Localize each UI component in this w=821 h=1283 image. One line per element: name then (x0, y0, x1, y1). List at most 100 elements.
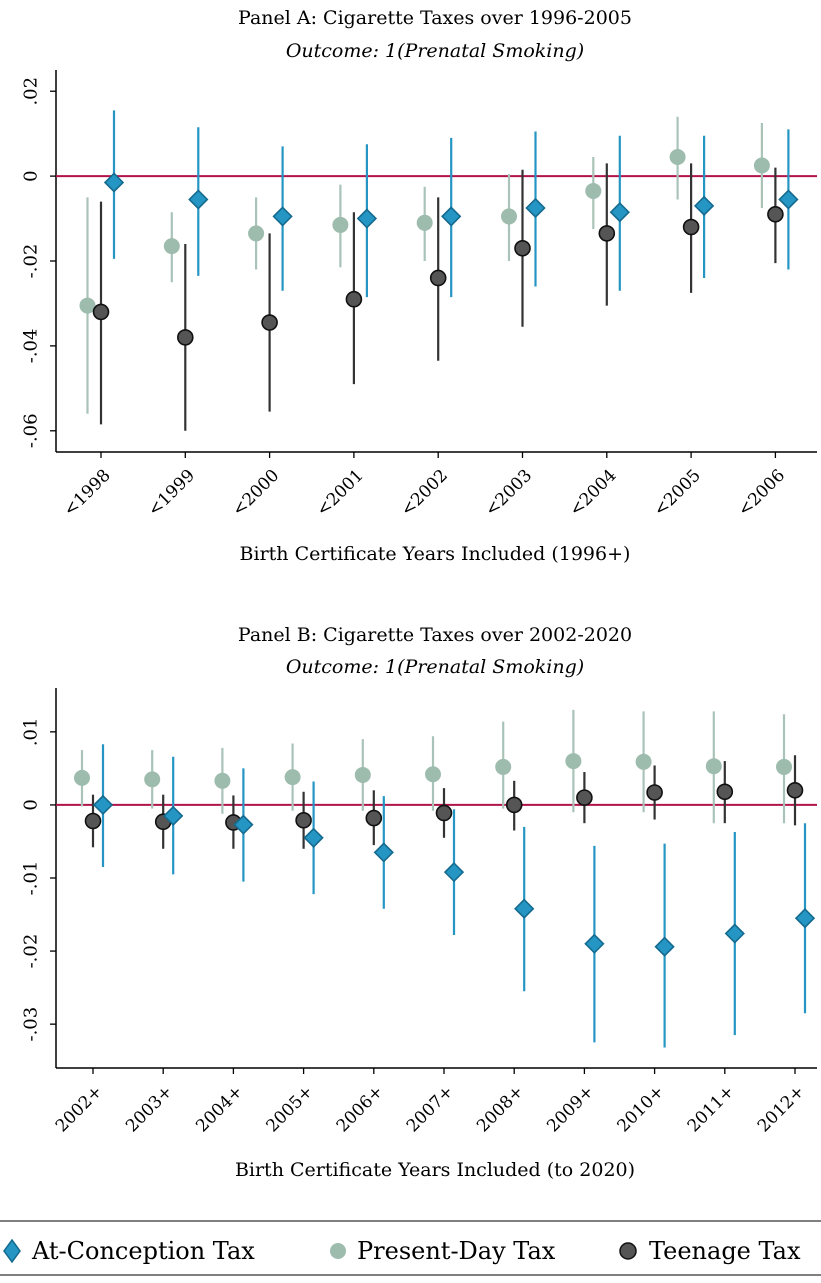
panel-b-at-conception-tax-point (724, 923, 745, 944)
panel-a-at-conception-tax-point (356, 208, 378, 229)
legend-at-conception-marker (3, 1238, 21, 1264)
panel-b-teenage-tax-point (435, 804, 453, 822)
panel-a-at-conception-tax-point (103, 172, 125, 193)
panel-b-present-day-tax-point (354, 766, 371, 783)
panel-a-x-tick-label: <2002 (397, 466, 452, 521)
panel-b-present-day-tax-point (565, 753, 582, 770)
panel-b-y-tick-label: -.02 (20, 934, 41, 969)
panel-b-at-conception-tax-point (654, 936, 675, 957)
panel-a-at-conception-tax-point (188, 189, 209, 210)
panel-b-present-day-tax-point (74, 769, 90, 786)
panel-b-x-tick-label: 2009+ (543, 1082, 598, 1137)
panel-b-x-tick-label: 2011+ (684, 1082, 739, 1137)
legend-present-day-marker (330, 1243, 346, 1259)
panel-b-teenage-tax-point (646, 784, 663, 801)
panel-b-present-day-tax-point (495, 758, 512, 775)
panel-b-teenage-tax-point (716, 783, 734, 801)
panel-b-teenage-tax-point (576, 789, 593, 806)
legend-at-conception-label: At-Conception Tax (31, 1237, 255, 1265)
panel-a-teenage-tax-point (261, 314, 278, 331)
panel-a-x-tick-label: <2003 (481, 466, 536, 521)
panel-a-at-conception-tax-point (609, 202, 630, 223)
panel-b-teenage-tax-point (295, 811, 312, 829)
panel-a-x-axis-label: Birth Certificate Years Included (1996+) (240, 543, 631, 565)
panel-a-x-tick-label: <1999 (144, 466, 199, 521)
panel-a-title: Panel A: Cigarette Taxes over 1996-2005 (238, 7, 632, 29)
panel-a-teenage-tax-point (514, 239, 531, 257)
panel-a-teenage-tax-point (598, 225, 616, 242)
panel-a-present-day-tax-point (753, 157, 770, 174)
panel-a-present-day-tax-point (79, 297, 96, 314)
panel-a-present-day-tax-point (416, 214, 433, 231)
panel-b-plot: .01 0 -.01 -.02 -.03 2002+ 2003+ 2004+ 2005+ 2006… (20, 688, 817, 1136)
panel-b-teenage-tax-point (365, 809, 383, 827)
panel-a-present-day-tax-point (248, 225, 265, 242)
panel-b-at-conception-tax-point (233, 814, 254, 835)
legend-teenage-marker (619, 1242, 637, 1260)
panel-a-x-tick-label: <2005 (650, 466, 705, 521)
panel-b-at-conception-tax-point (514, 898, 535, 919)
panel-a-y-tick-label: -.04 (20, 329, 41, 364)
panel-a-x-tick-label: <1998 (60, 466, 115, 521)
panel-b-present-day-tax-point (144, 771, 161, 788)
panel-a-x-tick-label: <2001 (313, 466, 368, 521)
panel-a-at-conception-tax-point (525, 197, 546, 219)
panel-a-x-tick-label: <2004 (566, 466, 621, 521)
panel-b-x-tick-label: 2010+ (614, 1082, 669, 1137)
panel-a-x-tick-label: <2000 (229, 466, 284, 521)
panel-a-teenage-tax-point (345, 290, 363, 308)
panel-b-present-day-tax-point (425, 766, 441, 783)
panel-b-x-tick-label: 2006+ (333, 1082, 388, 1137)
panel-b-x-tick-label: 2008+ (473, 1082, 528, 1137)
panel-b-at-conception-tax-point (163, 805, 184, 827)
panel-b-y-tick-label: -.03 (20, 1007, 41, 1042)
panel-a-y-tick-label: 0 (20, 170, 41, 181)
panel-b-teenage-tax-point (786, 782, 804, 799)
panel-b-title: Panel B: Cigarette Taxes over 2002-2020 (238, 624, 632, 646)
panel-b-x-tick-label: 2004+ (192, 1082, 247, 1137)
panel-a-teenage-tax-point (177, 329, 194, 346)
panel-a-teenage-tax-point (682, 218, 700, 236)
panel-b-present-day-tax-point (776, 758, 792, 775)
panel-b-at-conception-tax-point (584, 933, 605, 954)
panel-a-present-day-tax-point (585, 182, 602, 199)
panel-a-present-day-tax-point (501, 208, 517, 225)
panel-a-y-tick-label: -.06 (20, 413, 41, 448)
panel-b-y-tick-label: .01 (20, 718, 41, 747)
panel-b-x-tick-label: 2007+ (403, 1082, 458, 1137)
panel-b-x-axis-label: Birth Certificate Years Included (to 202… (235, 1159, 635, 1181)
panel-a-teenage-tax-point (92, 303, 110, 321)
panel-b-at-conception-tax-point (373, 842, 394, 863)
panel-b-x-tick-label: 2005+ (263, 1082, 318, 1137)
panel-a-present-day-tax-point (163, 238, 180, 255)
panel-b-x-tick-label: 2002+ (52, 1082, 107, 1137)
panel-a-teenage-tax-point (767, 206, 784, 223)
panel-a-at-conception-tax-point (778, 189, 799, 210)
panel-b-at-conception-tax-point (443, 862, 465, 883)
panel-b-y-tick-label: 0 (20, 799, 41, 810)
panel-a-y-tick-label: .02 (20, 77, 41, 106)
panel-a-teenage-tax-point (429, 269, 447, 287)
panel-b-present-day-tax-point (635, 753, 652, 770)
panel-a-subtitle: Outcome: 1(Prenatal Smoking) (286, 40, 584, 62)
panel-a-at-conception-tax-point (441, 206, 462, 227)
panel-b-teenage-tax-point (84, 812, 102, 830)
legend-present-day-label: Present-Day Tax (357, 1237, 556, 1265)
panel-b-subtitle: Outcome: 1(Prenatal Smoking) (286, 656, 584, 678)
panel-b-x-tick-label: 2003+ (122, 1082, 177, 1137)
panel-b-at-conception-tax-point (794, 908, 816, 929)
panel-a-x-tick-label: <2006 (734, 466, 789, 521)
panel-b-x-tick-label: 2012+ (754, 1082, 809, 1137)
panel-b-at-conception-tax-point (92, 794, 114, 816)
panel-b-present-day-tax-point (705, 758, 722, 775)
panel-a-at-conception-tax-point (272, 206, 293, 227)
panel-b-teenage-tax-point (505, 796, 523, 814)
panel-a-y-tick-label: -.02 (20, 244, 41, 279)
panel-b-y-tick-label: -.01 (20, 861, 41, 896)
legend-teenage-label: Teenage Tax (649, 1237, 801, 1265)
panel-a-at-conception-tax-point (693, 195, 715, 216)
panel-b-at-conception-tax-point (303, 827, 324, 848)
panel-a-present-day-tax-point (669, 149, 686, 166)
